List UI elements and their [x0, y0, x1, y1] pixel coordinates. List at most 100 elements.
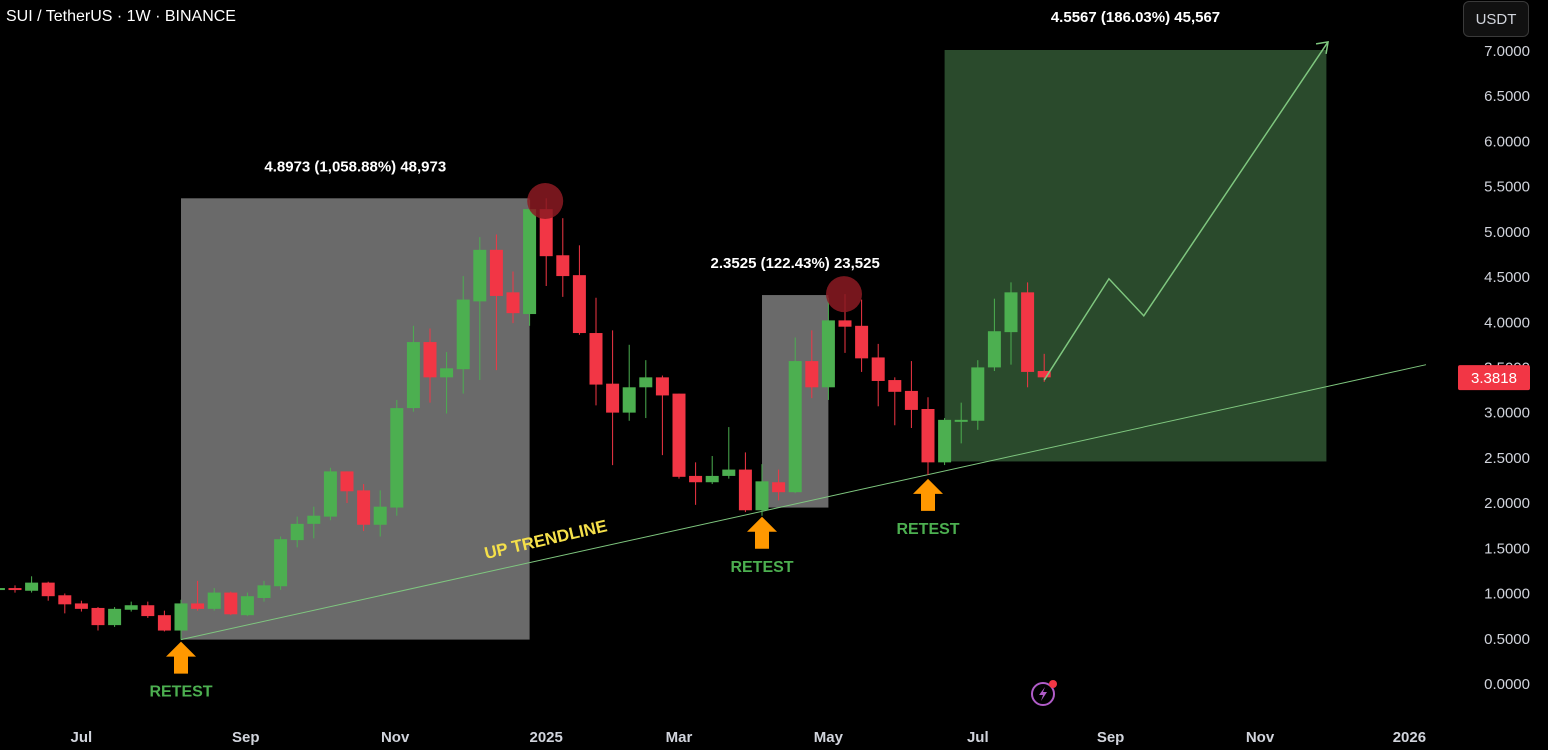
candle	[738, 452, 752, 513]
candle	[41, 581, 55, 601]
candle	[1021, 282, 1035, 388]
candle-body	[340, 471, 354, 492]
price-axis-label: 2.0000	[1484, 495, 1530, 512]
candle-body	[456, 299, 470, 370]
time-axis-label: Nov	[381, 729, 410, 746]
candle-body	[157, 615, 171, 631]
candle-body	[58, 595, 72, 605]
candle	[390, 399, 404, 516]
candle-body	[25, 582, 39, 591]
candle	[523, 200, 537, 326]
candle	[406, 325, 420, 412]
time-axis-label: Jul	[71, 729, 93, 746]
peak-circle-marker[interactable]	[527, 183, 564, 220]
candle-body	[1004, 292, 1018, 333]
up-arrow-icon[interactable]	[913, 478, 943, 511]
candle-body	[705, 475, 719, 483]
candle	[74, 600, 88, 612]
candle	[473, 237, 487, 381]
candle-body	[589, 333, 603, 385]
candle	[290, 516, 304, 548]
candle-body	[655, 377, 669, 396]
candle	[141, 601, 155, 618]
candle	[971, 360, 985, 430]
candle-body	[971, 367, 985, 421]
candle-body	[523, 209, 537, 315]
candle	[589, 297, 603, 406]
candle-body	[0, 588, 5, 591]
price-axis-label: 7.0000	[1484, 43, 1530, 60]
currency-button[interactable]: USDT	[1463, 1, 1529, 37]
candle	[274, 536, 288, 590]
candle-body	[954, 419, 968, 422]
candle-body	[91, 607, 105, 626]
candle-body	[987, 331, 1001, 368]
candle-body	[888, 380, 902, 392]
retest-label: RETEST	[149, 684, 212, 701]
candle-body	[124, 605, 138, 610]
candle-body	[506, 292, 520, 314]
candle	[108, 607, 122, 627]
candle	[622, 344, 636, 421]
price-axis-label: 1.0000	[1484, 586, 1530, 603]
range-box-green[interactable]	[944, 49, 1327, 462]
candle-body	[323, 471, 337, 517]
last-price-label: 3.3818	[1471, 370, 1517, 387]
candle	[888, 377, 902, 426]
candle	[855, 299, 869, 372]
candle	[722, 427, 736, 479]
candle-body	[473, 249, 487, 302]
price-axis-label: 3.0000	[1484, 405, 1530, 422]
candle-body	[855, 325, 869, 359]
candle	[307, 506, 321, 539]
candle-body	[406, 342, 420, 409]
candle	[423, 328, 437, 403]
candle-body	[274, 539, 288, 587]
candle-body	[141, 605, 155, 617]
candle	[705, 456, 719, 485]
candle	[8, 585, 22, 593]
lightning-alert-icon[interactable]	[1030, 679, 1058, 707]
candle-body	[772, 482, 786, 493]
candle-body	[556, 255, 570, 277]
price-axis-label: 6.5000	[1484, 88, 1530, 105]
candle	[357, 484, 371, 532]
up-arrow-icon[interactable]	[166, 641, 196, 674]
up-trendline[interactable]	[180, 364, 1427, 641]
candle-body	[738, 469, 752, 511]
time-axis-label: Sep	[232, 729, 260, 746]
candle	[207, 588, 221, 611]
candle-body	[871, 357, 885, 381]
candle	[556, 218, 570, 297]
candle	[240, 592, 254, 617]
candle	[655, 375, 669, 456]
price-axis-label: 0.5000	[1484, 631, 1530, 648]
candle	[25, 576, 39, 593]
candle-body	[572, 275, 586, 334]
candle	[772, 469, 786, 501]
time-axis-label: 2026	[1393, 729, 1426, 746]
candle	[340, 471, 354, 504]
peak-circle-marker[interactable]	[826, 276, 862, 313]
candle-body	[423, 342, 437, 378]
candle	[689, 462, 703, 505]
candle-body	[191, 603, 205, 609]
price-axis-label: 2.5000	[1484, 450, 1530, 467]
range-measure-label: 4.8973 (1,058.88%) 48,973	[264, 158, 446, 175]
price-axis-label: 5.0000	[1484, 224, 1530, 241]
candle	[938, 418, 952, 466]
candle	[871, 343, 885, 407]
candle	[1037, 353, 1051, 382]
candle-body	[788, 361, 802, 493]
time-axis-label: 2025	[530, 729, 563, 746]
candle-body	[938, 419, 952, 463]
candle	[788, 337, 802, 494]
range-box-gray[interactable]	[181, 198, 530, 640]
projection-arrowhead-icon	[1315, 40, 1329, 54]
candle-body	[489, 249, 503, 296]
projection-path[interactable]	[1043, 41, 1329, 381]
candle-body	[440, 368, 454, 378]
time-axis-label: Sep	[1097, 729, 1125, 746]
up-arrow-icon[interactable]	[747, 516, 777, 549]
